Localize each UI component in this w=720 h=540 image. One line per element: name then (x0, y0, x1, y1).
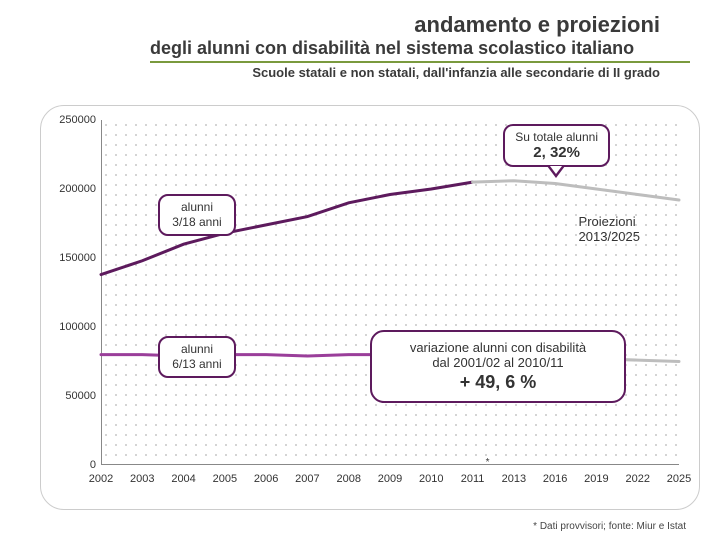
x-tick: 2016 (543, 473, 567, 485)
x-tick: 2003 (130, 473, 154, 485)
variation-box: variazione alunni con disabilità dal 200… (370, 330, 626, 403)
chart-svg: * (101, 120, 679, 465)
page-subsubtitle: Scuole statali e non statali, dall'infan… (30, 65, 690, 80)
series-b-line2: 6/13 anni (168, 357, 226, 372)
x-tick: 2004 (171, 473, 195, 485)
x-tick: 2009 (378, 473, 402, 485)
x-tick: 2013 (502, 473, 526, 485)
y-tick: 150000 (46, 252, 96, 264)
series-a-label-box: alunni 3/18 anni (158, 194, 236, 236)
x-tick: 2019 (584, 473, 608, 485)
series-a-line1: alunni (168, 200, 226, 215)
y-tick: 50000 (46, 390, 96, 402)
callout-total-share: Su totale alunni 2, 32% (503, 124, 610, 167)
footnote: * Dati provvisori; fonte: Miur e Istat (533, 521, 686, 532)
variation-pct: + 49, 6 % (388, 372, 608, 393)
y-tick: 200000 (46, 183, 96, 195)
callout-value: 2, 32% (515, 144, 598, 161)
variation-line2: dal 2001/02 al 2010/11 (388, 355, 608, 370)
chart-plot-area: * 05000010000015000020000025000020022003… (101, 120, 679, 465)
x-tick: 2010 (419, 473, 443, 485)
series-b-label-box: alunni 6/13 anni (158, 336, 236, 378)
callout-tail-icon (547, 166, 565, 178)
x-tick: 2002 (89, 473, 113, 485)
x-tick: 2005 (213, 473, 237, 485)
page-subtitle: degli alunni con disabilità nel sistema … (150, 38, 690, 63)
y-tick: 100000 (46, 321, 96, 333)
series-a-line2: 3/18 anni (168, 215, 226, 230)
x-tick: 2025 (667, 473, 691, 485)
x-tick: 2006 (254, 473, 278, 485)
page-title: andamento e proiezioni (30, 12, 690, 38)
series-b-line1: alunni (168, 342, 226, 357)
y-tick: 0 (46, 459, 96, 471)
svg-text:*: * (486, 457, 490, 468)
x-tick: 2011 (461, 473, 485, 485)
x-tick: 2022 (625, 473, 649, 485)
projection-line2: 2013/2025 (579, 229, 640, 244)
projection-label: Proiezioni 2013/2025 (579, 214, 640, 244)
y-tick: 250000 (46, 114, 96, 126)
variation-line1: variazione alunni con disabilità (388, 340, 608, 355)
x-tick: 2008 (336, 473, 360, 485)
projection-line1: Proiezioni (579, 214, 640, 229)
callout-label: Su totale alunni (515, 130, 598, 144)
x-tick: 2007 (295, 473, 319, 485)
